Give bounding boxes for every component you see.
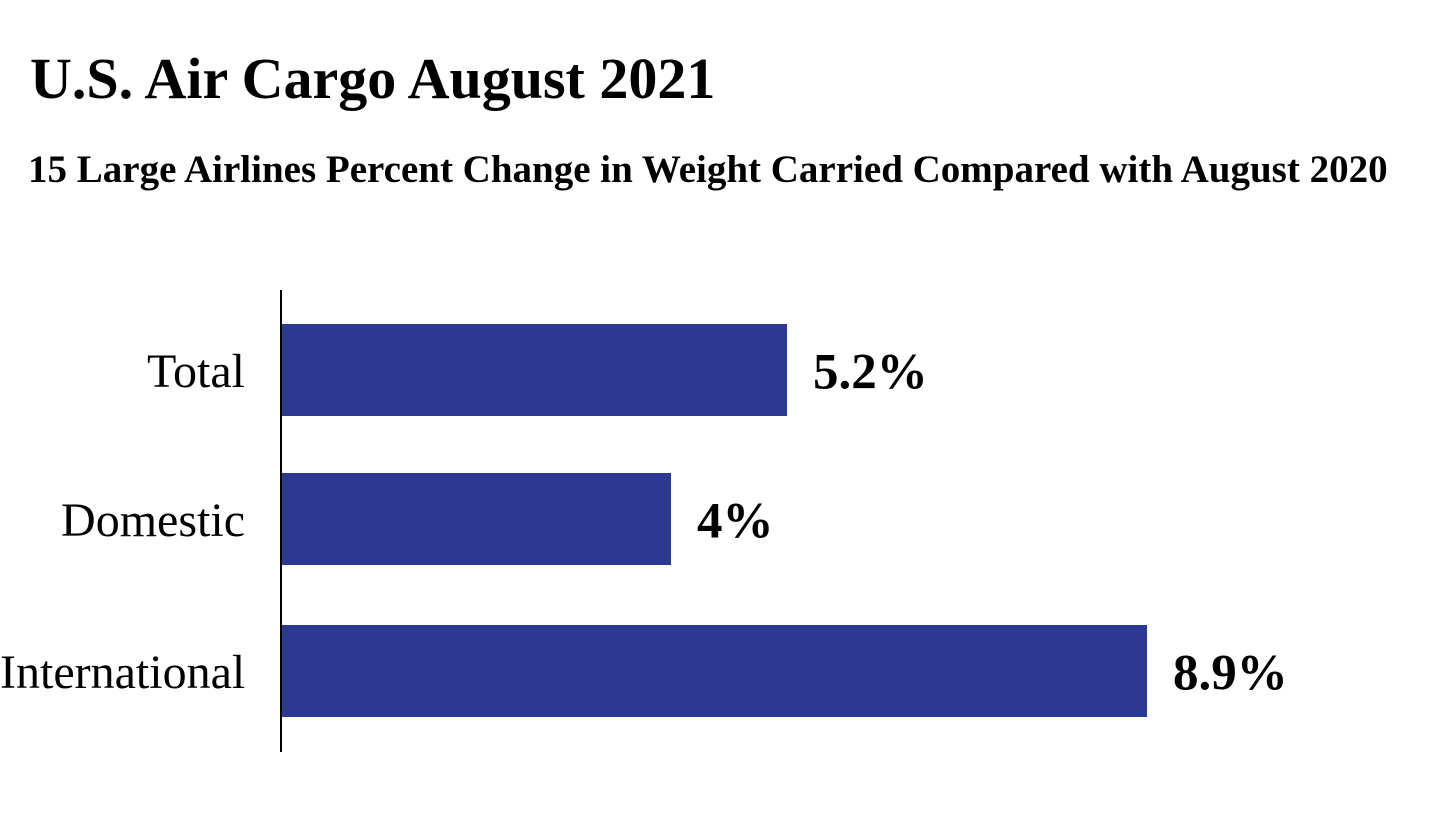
chart-subtitle: 15 Large Airlines Percent Change in Weig… — [28, 148, 1388, 191]
category-label-total: Total — [147, 344, 245, 398]
bar-international — [282, 625, 1147, 717]
bar-domestic — [282, 473, 671, 565]
bar-row-domestic: Domestic 4% — [0, 473, 1452, 565]
value-label-total: 5.2% — [813, 344, 928, 401]
bar-total — [282, 324, 787, 416]
bar-row-total: Total 5.2% — [0, 324, 1452, 416]
category-label-domestic: Domestic — [61, 493, 245, 547]
category-label-international: International — [0, 645, 246, 699]
value-label-domestic: 4% — [697, 493, 774, 550]
chart-title: U.S. Air Cargo August 2021 — [30, 46, 716, 111]
y-axis-line — [280, 290, 282, 752]
bar-row-international: International 8.9% — [0, 625, 1452, 717]
value-label-international: 8.9% — [1173, 645, 1288, 702]
